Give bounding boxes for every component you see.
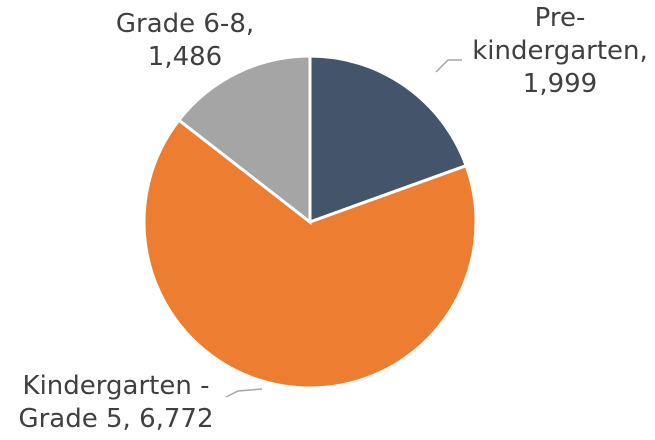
pie-slice: [176, 54, 312, 226]
value-label: 1,999: [522, 69, 598, 99]
pie-slice: [308, 54, 469, 225]
category-label: Pre-kindergarten: [472, 3, 648, 66]
data-label: Kindergarten - Grade 5 6,772: [0, 370, 232, 436]
data-label: Pre-kindergarten 1,999: [455, 2, 655, 101]
value-label: 1,486: [147, 42, 223, 72]
leader-line: [225, 388, 263, 398]
pie-slice: [142, 118, 478, 390]
leader-line: [435, 59, 462, 73]
value-label: 6,772: [139, 404, 214, 434]
data-label: Grade 6-8 1,486: [85, 8, 285, 74]
category-label: Grade 6-8: [116, 9, 254, 39]
